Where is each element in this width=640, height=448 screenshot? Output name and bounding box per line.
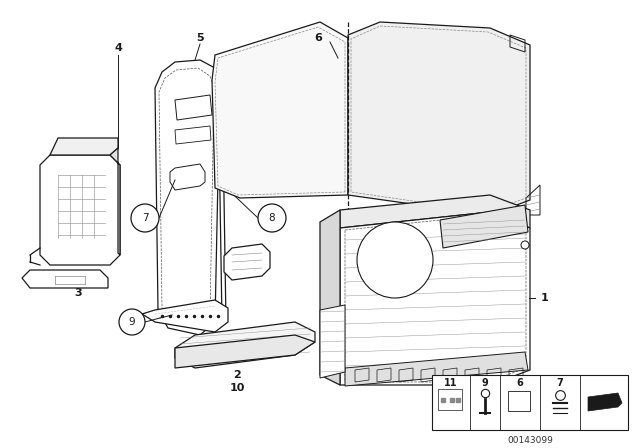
Circle shape <box>357 222 433 298</box>
Polygon shape <box>40 155 120 265</box>
Text: 00143099: 00143099 <box>507 435 553 444</box>
Text: 7: 7 <box>141 213 148 223</box>
Circle shape <box>210 144 218 152</box>
Polygon shape <box>345 352 528 386</box>
Polygon shape <box>340 195 530 228</box>
Circle shape <box>521 241 529 249</box>
Polygon shape <box>588 393 622 411</box>
Text: 1: 1 <box>541 293 549 303</box>
Polygon shape <box>175 322 315 368</box>
Text: 7: 7 <box>557 378 563 388</box>
Polygon shape <box>50 138 118 155</box>
Text: 5: 5 <box>196 33 204 43</box>
Polygon shape <box>440 205 528 248</box>
Polygon shape <box>320 305 345 378</box>
Text: 4: 4 <box>114 43 122 53</box>
Text: 9: 9 <box>129 317 135 327</box>
Polygon shape <box>170 164 205 190</box>
Text: 6: 6 <box>314 33 322 43</box>
Text: 10: 10 <box>229 383 244 393</box>
Polygon shape <box>155 60 220 335</box>
Polygon shape <box>348 22 530 215</box>
Text: 6: 6 <box>516 378 524 388</box>
Polygon shape <box>22 270 108 288</box>
Circle shape <box>258 204 286 232</box>
Text: 8: 8 <box>269 213 275 223</box>
Text: 9: 9 <box>482 378 488 388</box>
Circle shape <box>131 204 159 232</box>
Polygon shape <box>320 210 340 385</box>
Circle shape <box>119 309 145 335</box>
Text: 11: 11 <box>444 378 458 388</box>
Polygon shape <box>212 22 348 198</box>
Text: 2: 2 <box>233 370 241 380</box>
Text: 3: 3 <box>74 288 82 298</box>
Polygon shape <box>175 335 315 368</box>
Polygon shape <box>224 244 270 280</box>
Polygon shape <box>432 375 628 430</box>
Polygon shape <box>142 300 228 332</box>
Polygon shape <box>110 148 120 255</box>
Polygon shape <box>340 212 530 385</box>
